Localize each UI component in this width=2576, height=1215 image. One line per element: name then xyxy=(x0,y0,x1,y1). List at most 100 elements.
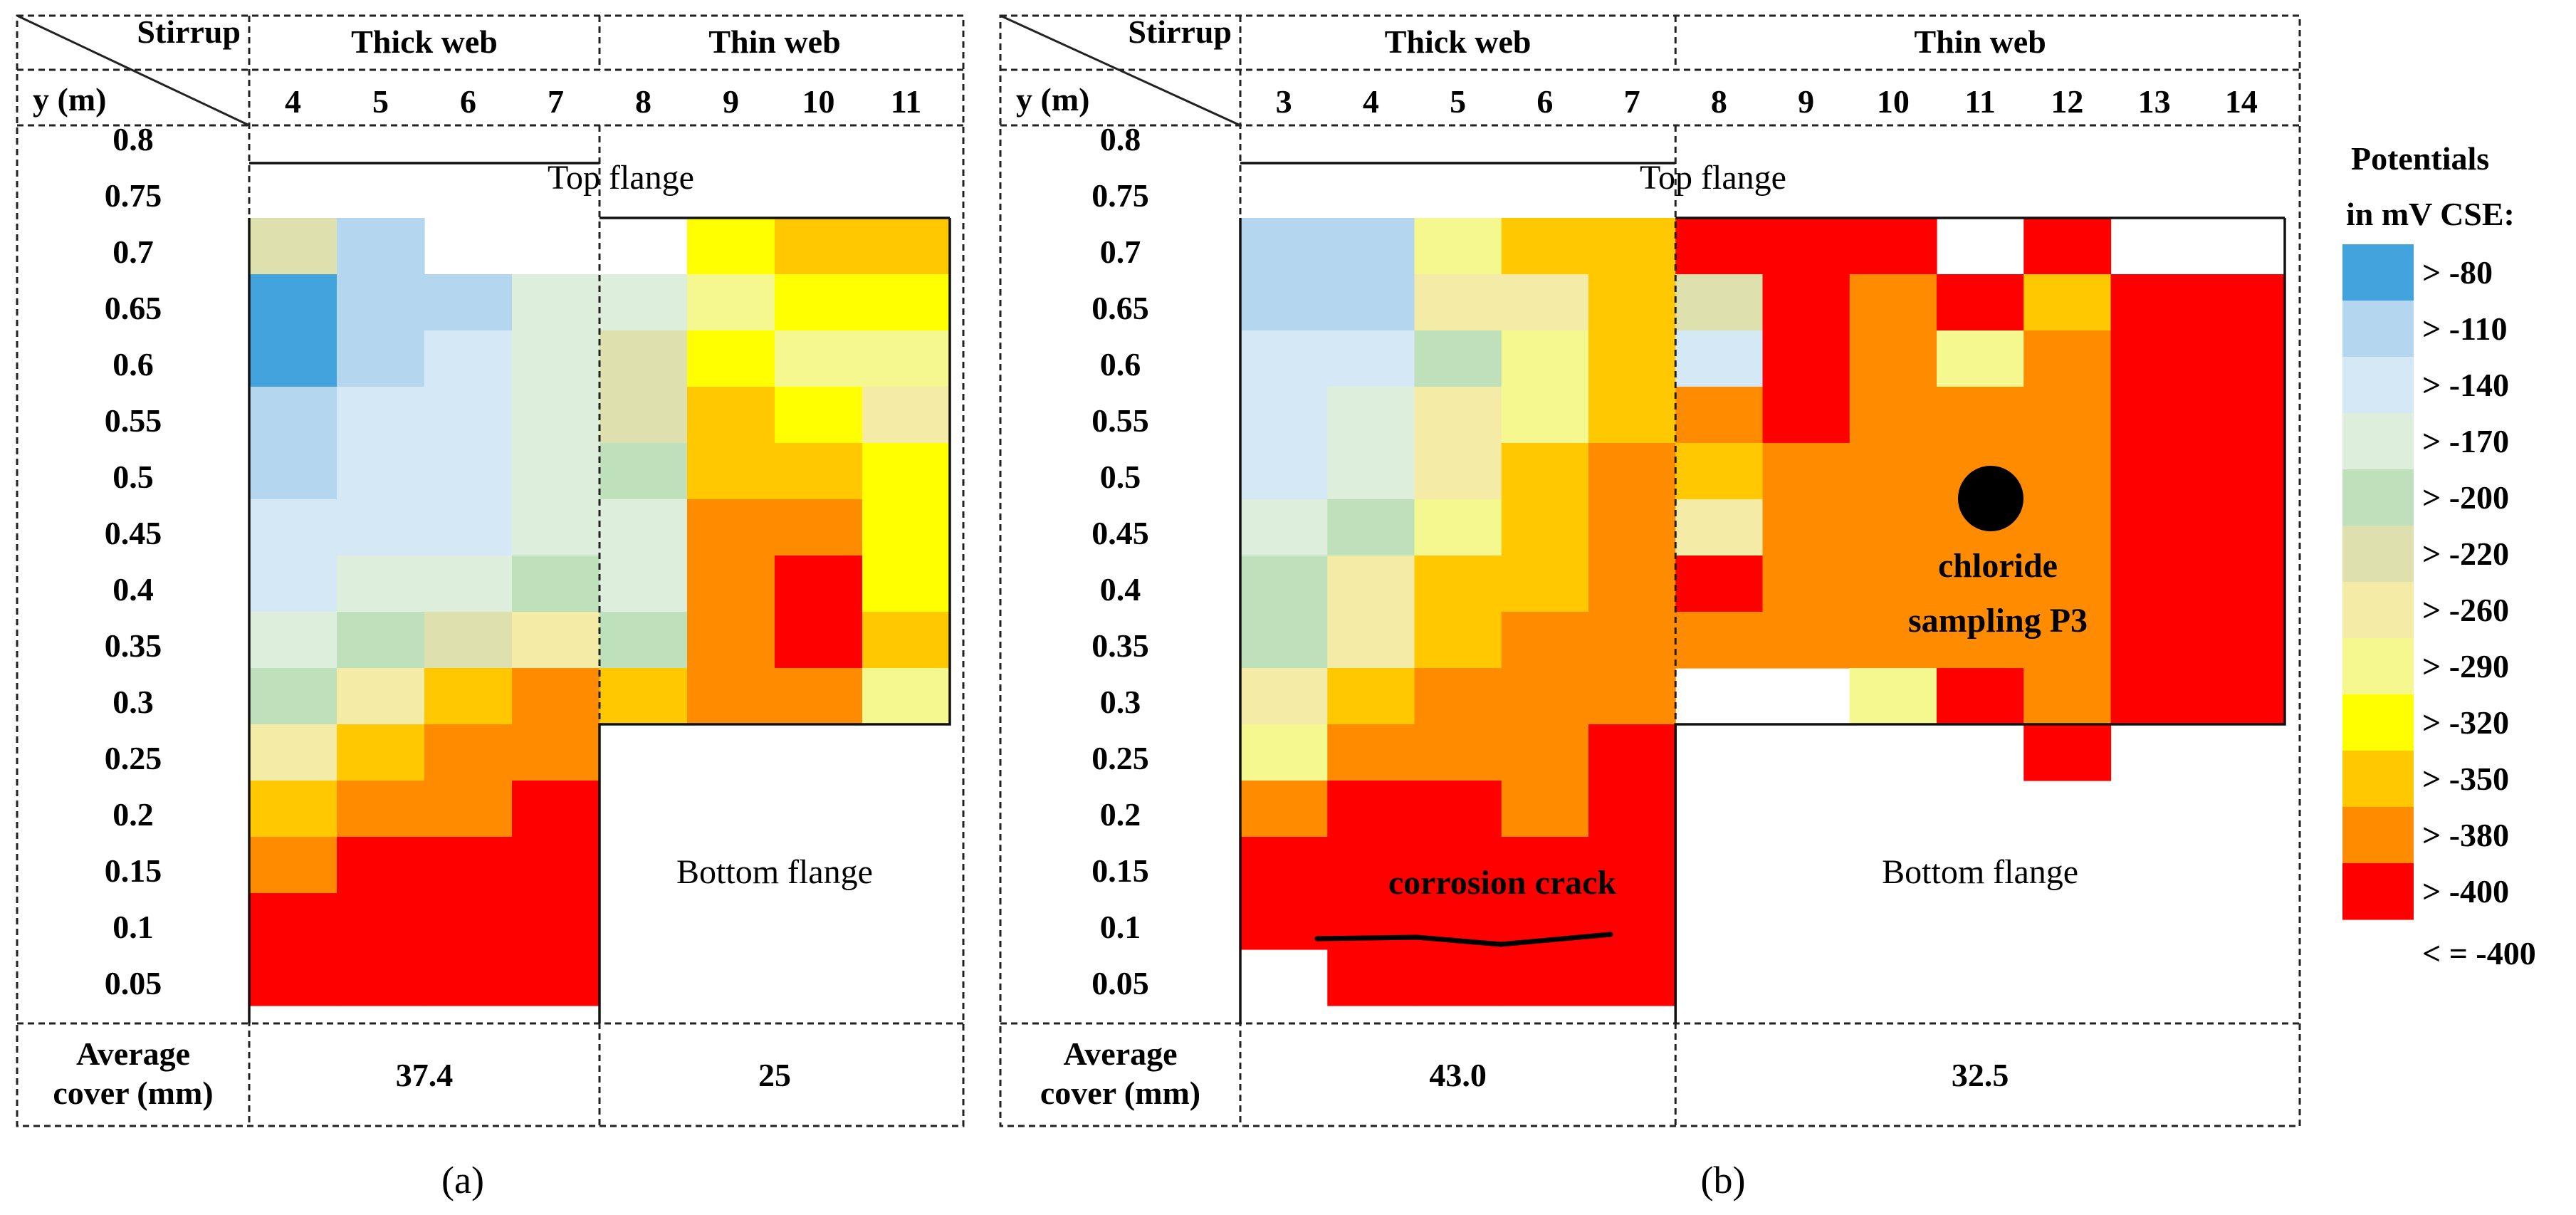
heat-cell xyxy=(1327,781,1415,838)
heat-cell xyxy=(1501,443,1589,500)
heat-cell xyxy=(337,499,425,556)
stirrup-number: 6 xyxy=(1536,83,1553,120)
heat-cell xyxy=(512,274,600,331)
heat-cell xyxy=(2197,330,2286,387)
heat-cell xyxy=(424,330,513,387)
heat-cell xyxy=(2197,274,2286,331)
y-value-label: 0.75 xyxy=(105,177,162,214)
y-value-label: 0.75 xyxy=(1091,177,1149,214)
legend-swatch xyxy=(2342,244,2414,301)
y-value-label: 0.05 xyxy=(1091,965,1149,1001)
heat-cell xyxy=(1501,387,1589,444)
heat-cell xyxy=(1501,668,1589,725)
y-value-label: 0.35 xyxy=(1091,627,1149,664)
heat-cell xyxy=(687,443,775,500)
heat-cell xyxy=(775,556,863,612)
group-header-thick-web: Thick web xyxy=(1385,24,1532,60)
heat-cell xyxy=(337,330,425,387)
heat-cell xyxy=(512,330,600,387)
legend-item-label: > -220 xyxy=(2422,536,2509,572)
heat-cell xyxy=(1414,837,1502,894)
heat-cell xyxy=(1675,612,1764,669)
heat-cell xyxy=(600,443,688,500)
heat-cell xyxy=(424,724,513,781)
y-value-label: 0.25 xyxy=(105,740,162,776)
heat-cell xyxy=(1849,387,1937,444)
bottom-flange-outline xyxy=(598,218,951,1023)
heat-cell xyxy=(1588,949,1676,1006)
heat-cell xyxy=(2197,556,2286,612)
y-value-label: 0.15 xyxy=(1091,852,1149,889)
stirrup-number: 4 xyxy=(285,83,301,120)
heat-cell xyxy=(1327,668,1415,725)
heat-cell xyxy=(1849,499,1937,556)
average-cover-label: cover (mm) xyxy=(1040,1075,1200,1111)
legend-item-label: > -380 xyxy=(2422,817,2509,853)
legend-item-label: > -400 xyxy=(2422,873,2509,909)
heat-cell xyxy=(1849,443,1937,500)
heat-cell xyxy=(1588,218,1676,275)
heat-cell xyxy=(600,387,688,444)
heat-cell xyxy=(424,949,513,1006)
heat-cell xyxy=(862,668,951,725)
heat-cell xyxy=(1501,837,1589,894)
heat-cell xyxy=(249,668,337,725)
legend-swatch xyxy=(2342,357,2414,414)
heat-cell xyxy=(2110,330,2199,387)
corrosion-crack-label: corrosion crack xyxy=(1388,864,1617,902)
heat-cell xyxy=(2023,443,2112,500)
chloride-sampling-label: sampling P3 xyxy=(1908,602,2088,640)
heat-cell xyxy=(1240,781,1328,838)
heat-cell xyxy=(512,443,600,500)
heat-cell xyxy=(1501,499,1589,556)
heat-cell xyxy=(862,612,951,669)
legend-swatch xyxy=(2342,807,2414,864)
heat-cell xyxy=(2023,499,2112,556)
heat-cell xyxy=(249,499,337,556)
heat-cell xyxy=(1762,443,1850,500)
heat-cell xyxy=(1675,218,1764,275)
corrosion-crack-line xyxy=(1314,932,1613,947)
heat-cell xyxy=(1588,668,1676,725)
heat-cell xyxy=(775,612,863,669)
heat-cell xyxy=(337,274,425,331)
y-value-label: 0.65 xyxy=(105,290,162,326)
heat-cell xyxy=(687,668,775,725)
heat-cell xyxy=(2110,612,2199,669)
heat-cell xyxy=(600,330,688,387)
heat-cell xyxy=(1240,893,1328,950)
heat-cell xyxy=(775,218,863,275)
heat-cell xyxy=(1588,330,1676,387)
heat-cell xyxy=(600,499,688,556)
heat-cell xyxy=(862,556,951,612)
heat-cell xyxy=(1501,724,1589,781)
heat-cell xyxy=(1414,499,1502,556)
heat-cell xyxy=(1762,274,1850,331)
heat-cell xyxy=(1588,443,1676,500)
heat-cell xyxy=(424,893,513,950)
heat-cell xyxy=(2110,274,2199,331)
legend-swatch xyxy=(2342,863,2414,920)
legend-item-label: > -290 xyxy=(2422,648,2509,684)
heat-cell xyxy=(862,499,951,556)
panel-frame xyxy=(999,14,2301,1127)
heat-cell xyxy=(1937,387,2024,444)
heat-cell xyxy=(2197,387,2286,444)
heat-cell xyxy=(512,387,600,444)
y-value-label: 0.5 xyxy=(112,459,154,495)
heat-cell xyxy=(775,274,863,331)
heat-cell xyxy=(1588,274,1676,331)
heat-cell xyxy=(1849,330,1937,387)
heat-cell xyxy=(1327,556,1415,612)
average-cover-thin: 25 xyxy=(758,1057,791,1093)
heatmap-cells xyxy=(249,218,951,1006)
y-value-label: 0.55 xyxy=(105,402,162,439)
heat-cell xyxy=(424,274,513,331)
legend-swatch xyxy=(2342,638,2414,695)
legend-item-label: > -260 xyxy=(2422,592,2509,628)
heat-cell xyxy=(1327,274,1415,331)
heat-cell xyxy=(1675,556,1764,612)
heat-cell xyxy=(687,556,775,612)
heat-cell xyxy=(249,612,337,669)
legend-item-label: > -80 xyxy=(2422,254,2493,291)
